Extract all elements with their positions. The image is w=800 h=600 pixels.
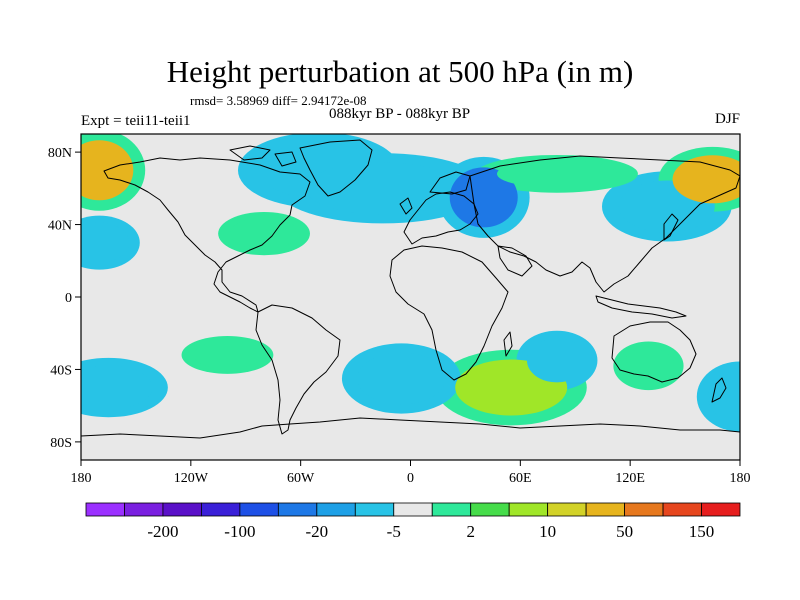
pos-south-pacific	[193, 340, 262, 369]
experiment-label: Expt = teii11-teii1	[81, 113, 191, 129]
lat-tick-label: 40N	[48, 219, 72, 234]
lon-tick-label: 60E	[509, 471, 532, 486]
latitude-axis: 80N 40N 0 40S 80S	[48, 146, 81, 451]
lon-tick-label: 180	[730, 471, 751, 486]
lat-tick-label: 40S	[50, 363, 72, 378]
coast-greenland	[299, 139, 373, 197]
longitude-axis: 180 120W 60W 0 60E 120E 180	[71, 460, 751, 486]
coast-asia	[469, 155, 740, 293]
plot-area	[80, 133, 741, 461]
colorbar-label: 150	[689, 522, 715, 541]
lat-tick-label: 0	[65, 291, 72, 306]
colorbar-box	[547, 502, 587, 517]
colorbar-label: 50	[616, 522, 633, 541]
colorbar-box	[201, 502, 241, 517]
colorbar-box	[162, 502, 202, 517]
coast-australia	[611, 321, 697, 383]
lat-tick-label: 80N	[48, 146, 72, 161]
pos-central-us	[230, 217, 299, 250]
height-field	[81, 134, 740, 432]
coast-indonesia	[595, 295, 687, 319]
coast-arctic-islands	[229, 145, 297, 167]
colorbar-box	[624, 502, 664, 517]
pos-australia-south	[622, 347, 675, 384]
stats-line: rmsd= 3.58969 diff= 2.94172e-08	[190, 93, 367, 108]
pos-kamchatka	[672, 155, 740, 204]
neg-canada-europe	[305, 162, 462, 215]
season-label: DJF	[714, 111, 740, 127]
colorbar-box	[239, 502, 279, 517]
colorbar-box	[701, 502, 741, 517]
coast-south-america	[255, 304, 341, 435]
coast-arabia	[497, 245, 533, 277]
colorbar-box	[354, 502, 395, 517]
colorbar-label: -200	[147, 522, 178, 541]
colorbar-label: -5	[387, 522, 401, 541]
neg-south-pacific	[81, 365, 153, 410]
colorbar-label: -100	[224, 522, 255, 541]
lon-tick-label: 180	[71, 471, 92, 486]
neg-southwest-indian	[526, 338, 587, 383]
colorbar-box	[662, 502, 702, 517]
coastlines	[81, 139, 740, 439]
coast-north-america	[103, 157, 311, 313]
coast-antarctica	[81, 417, 740, 439]
coast-new-zealand	[711, 377, 727, 403]
coast-africa	[389, 245, 509, 381]
neg-south-atlantic	[357, 352, 446, 405]
colorbar: -200 -100 -20 -5 2 10 50 150	[85, 502, 741, 541]
map-title: Height perturbation at 500 hPa (in m)	[166, 54, 634, 89]
colorbar-box	[316, 502, 356, 517]
lon-tick-label: 120W	[174, 471, 209, 486]
colorbar-label: 10	[539, 522, 556, 541]
colorbar-box	[508, 502, 549, 517]
colorbar-box	[85, 502, 125, 517]
coast-uk	[399, 197, 413, 215]
colorbar-box	[431, 502, 472, 517]
colorbar-box	[585, 502, 625, 517]
neg-west-siberia	[449, 167, 518, 228]
colorbar-box	[470, 502, 510, 517]
colorbar-box	[277, 502, 318, 517]
neg-west-pacific-south	[81, 222, 130, 263]
coast-europe	[403, 191, 479, 245]
colorbar-box	[393, 502, 433, 517]
lon-tick-label: 120E	[615, 471, 645, 486]
lat-tick-label: 80S	[50, 436, 72, 451]
colorbar-label: -20	[305, 522, 328, 541]
coast-madagascar	[503, 331, 513, 357]
lon-tick-label: 0	[407, 471, 414, 486]
pos-north-russia	[496, 159, 617, 188]
period-label: 088kyr BP - 088kyr BP	[329, 106, 471, 122]
colorbar-box	[124, 502, 164, 517]
lon-tick-label: 60W	[287, 471, 315, 486]
coast-japan	[663, 213, 679, 241]
colorbar-label: 2	[466, 522, 475, 541]
